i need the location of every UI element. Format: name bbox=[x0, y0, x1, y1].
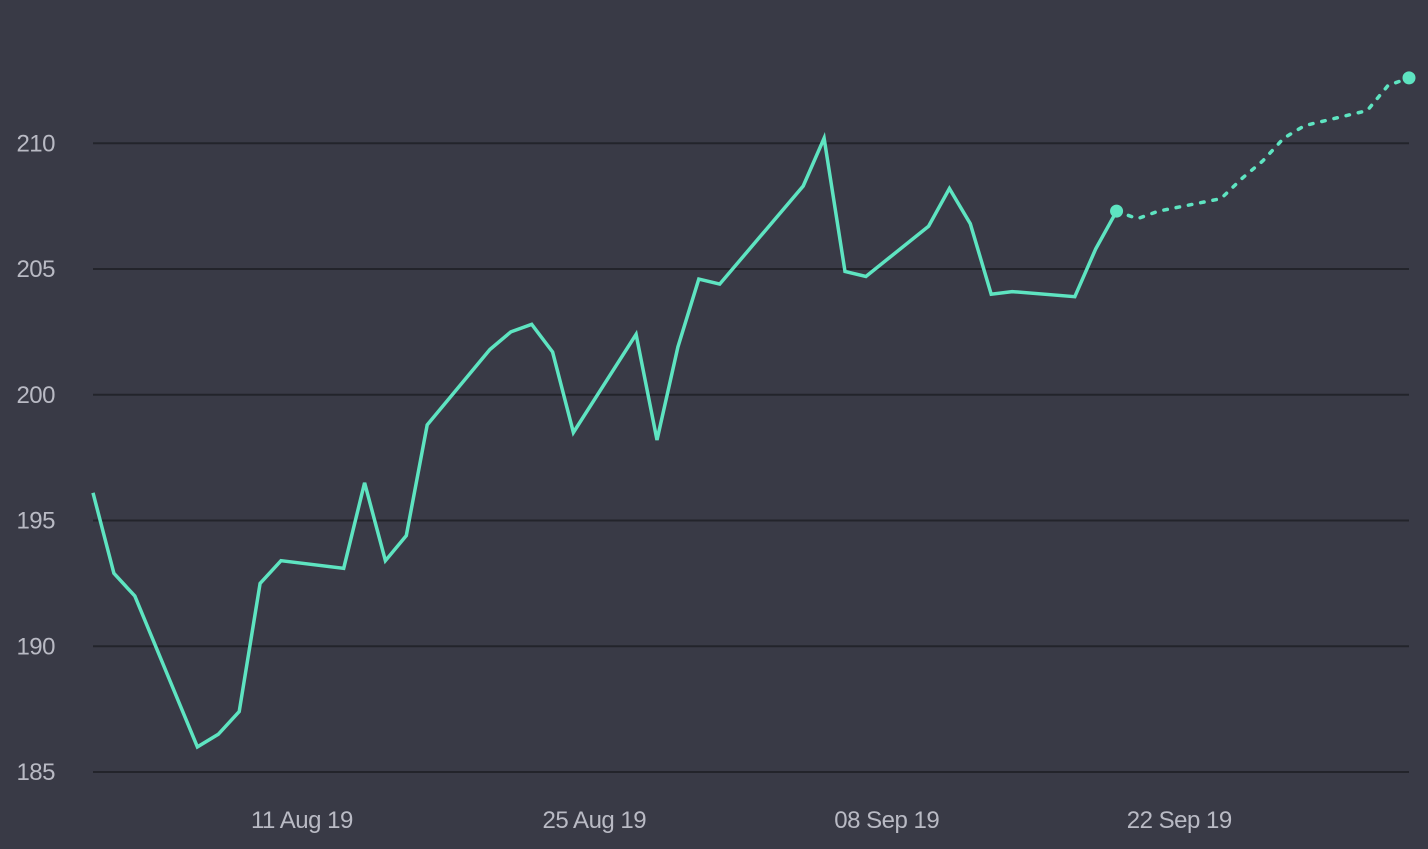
x-axis-ticks: 11 Aug 19 25 Aug 19 08 Sep 19 22 Sep 19 bbox=[251, 807, 1232, 834]
y-tick-label-210: 210 bbox=[16, 130, 55, 157]
x-tick-label-1: 25 Aug 19 bbox=[543, 807, 647, 834]
y-tick-label-185: 185 bbox=[16, 759, 55, 786]
forecast-end-marker[interactable] bbox=[1402, 71, 1416, 85]
x-tick-label-2: 08 Sep 19 bbox=[834, 807, 939, 834]
series-end-marker[interactable] bbox=[1110, 204, 1124, 218]
y-tick-label-200: 200 bbox=[16, 382, 55, 409]
y-tick-label-190: 190 bbox=[16, 633, 55, 660]
y-tick-label-205: 205 bbox=[16, 256, 55, 283]
series-group bbox=[91, 71, 1416, 750]
y-gridlines bbox=[93, 142, 1409, 773]
x-tick-label-3: 22 Sep 19 bbox=[1127, 807, 1232, 834]
y-tick-label-195: 195 bbox=[16, 508, 55, 535]
x-tick-label-0: 11 Aug 19 bbox=[251, 807, 353, 834]
y-axis-ticks: 185 190 195 200 205 210 bbox=[16, 130, 55, 786]
series-line bbox=[91, 132, 1119, 750]
forecast-series-line bbox=[1114, 76, 1411, 221]
